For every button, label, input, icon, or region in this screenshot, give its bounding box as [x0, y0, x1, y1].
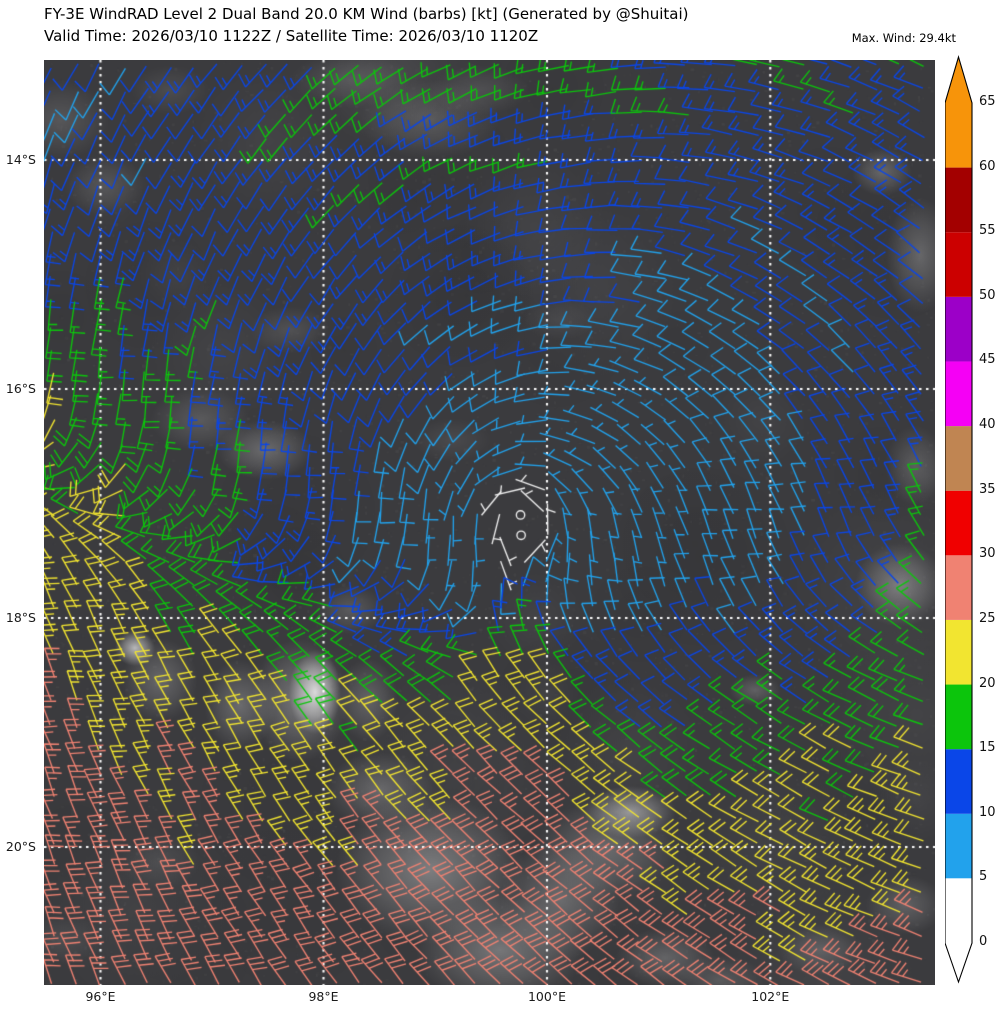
colorbar-tick-label: 50 — [979, 287, 996, 303]
colorbar-tick-label: 30 — [979, 546, 996, 562]
colorbar-band — [945, 296, 972, 362]
colorbar-tick-label: 15 — [979, 740, 996, 756]
max-wind-label: Max. Wind: 29.4kt — [851, 31, 956, 45]
colorbar-band — [945, 684, 972, 750]
colorbar-band — [945, 490, 972, 556]
wind-map-canvas — [44, 60, 935, 985]
y-tick-label: 18°S — [5, 610, 36, 625]
colorbar-band — [945, 555, 972, 620]
colorbar-outline — [945, 55, 973, 984]
colorbar-tick-label: 0 — [979, 934, 988, 949]
colorbar-band — [945, 57, 972, 168]
x-tick-label: 96°E — [85, 989, 116, 1004]
colorbar-tick-label: 25 — [979, 610, 996, 626]
colorbar-band — [945, 749, 972, 814]
colorbar-band — [945, 167, 972, 233]
colorbar-tick-label: 20 — [979, 675, 996, 691]
colorbar-tick-label: 60 — [979, 158, 996, 174]
x-tick-label: 102°E — [751, 989, 790, 1004]
colorbar-tick-label: 35 — [979, 481, 996, 497]
colorbar-tick-label: 65 — [979, 94, 996, 109]
x-tick-label: 98°E — [308, 989, 339, 1004]
colorbar-tick-label: 10 — [979, 804, 996, 820]
colorbar-tick-label: 45 — [979, 352, 996, 368]
colorbar-tick-label: 40 — [979, 417, 996, 433]
wind-map — [44, 60, 935, 985]
colorbar-band — [945, 619, 972, 685]
colorbar-band — [945, 361, 972, 427]
y-tick-label: 14°S — [5, 152, 36, 167]
colorbar-tick-label: 55 — [979, 223, 996, 239]
x-tick-label: 100°E — [527, 989, 566, 1004]
colorbar-band — [945, 813, 972, 879]
colorbar-band — [945, 878, 972, 982]
page-subtitle: Valid Time: 2026/03/10 1122Z / Satellite… — [44, 27, 539, 45]
y-tick-label: 16°S — [5, 381, 36, 396]
colorbar-band — [945, 426, 972, 491]
page-title: FY-3E WindRAD Level 2 Dual Band 20.0 KM … — [44, 5, 689, 23]
colorbar-tick-label: 5 — [979, 869, 988, 885]
colorbar-scale — [945, 55, 973, 984]
y-tick-label: 20°S — [5, 839, 36, 854]
colorbar-band — [945, 232, 972, 297]
